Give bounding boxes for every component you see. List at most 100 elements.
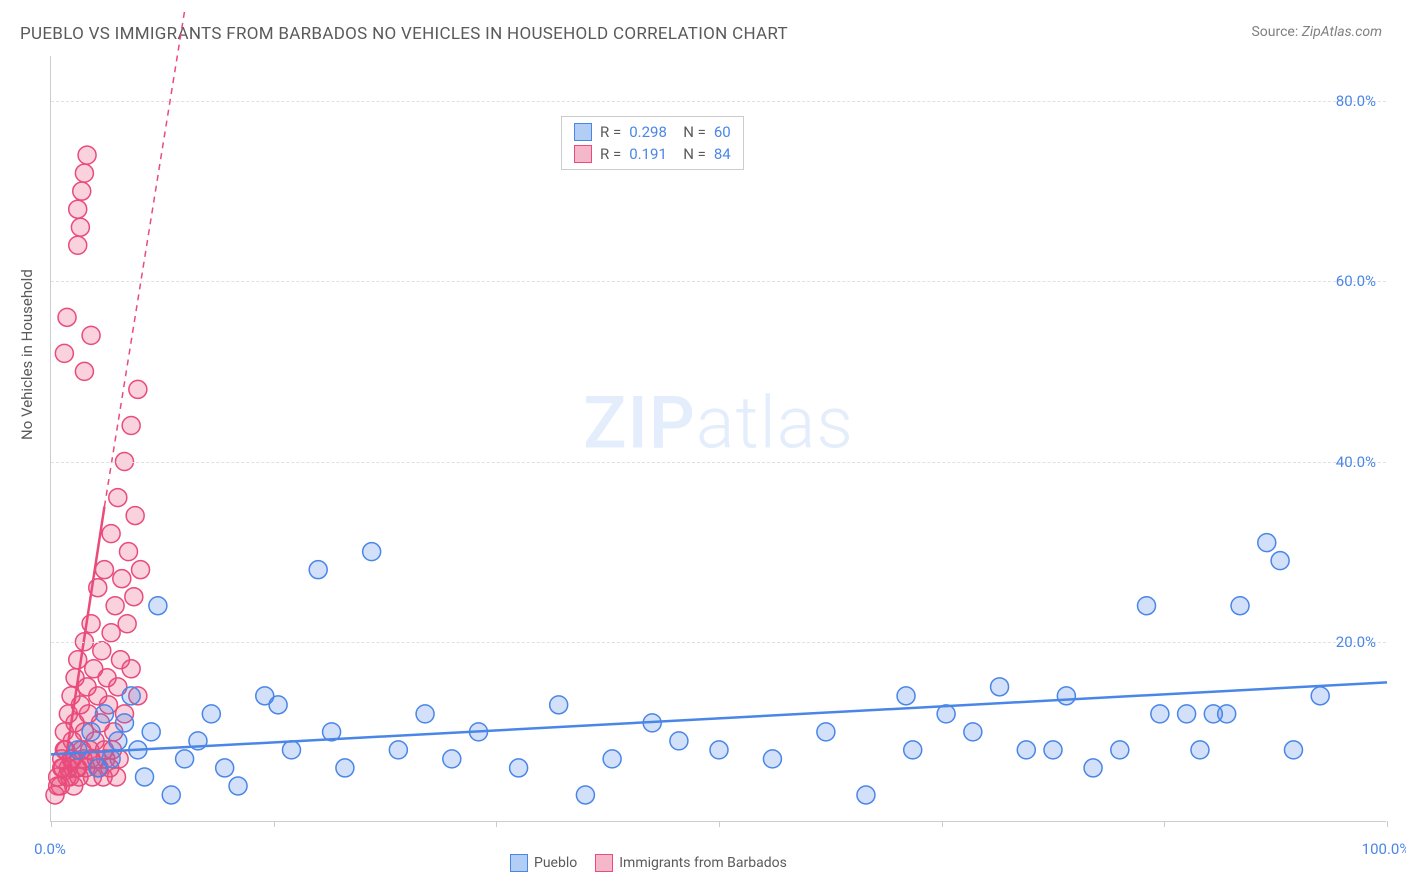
n-value-barbados: 84	[714, 145, 731, 163]
x-tick	[719, 821, 720, 827]
data-point	[550, 696, 568, 714]
x-tick	[51, 821, 52, 827]
data-point	[1191, 741, 1209, 759]
data-point	[122, 660, 140, 678]
data-point	[162, 786, 180, 804]
data-point	[82, 723, 100, 741]
y-tick-label: 60.0%	[1336, 272, 1376, 290]
trend-line-dashed	[104, 11, 184, 507]
x-tick-label: 100.0%	[1362, 840, 1406, 858]
data-point	[78, 146, 96, 164]
data-point	[670, 732, 688, 750]
data-point	[106, 597, 124, 615]
stats-row-barbados: R = 0.191 N = 84	[574, 143, 731, 165]
data-point	[176, 750, 194, 768]
r-value-barbados: 0.191	[629, 145, 675, 163]
swatch-pueblo	[574, 123, 592, 141]
data-point	[817, 723, 835, 741]
n-label: N =	[683, 145, 706, 163]
x-tick	[1164, 821, 1165, 827]
data-point	[1138, 597, 1156, 615]
chart-container: PUEBLO VS IMMIGRANTS FROM BARBADOS NO VE…	[0, 0, 1406, 892]
data-point	[125, 588, 143, 606]
data-point	[118, 615, 136, 633]
data-point	[1311, 687, 1329, 705]
data-point	[115, 714, 133, 732]
gridline	[51, 101, 1386, 102]
data-point	[1151, 705, 1169, 723]
n-label: N =	[683, 123, 706, 141]
data-point	[82, 326, 100, 344]
data-point	[282, 741, 300, 759]
data-point	[229, 777, 247, 795]
data-point	[93, 642, 111, 660]
data-point	[109, 489, 127, 507]
chart-title: PUEBLO VS IMMIGRANTS FROM BARBADOS NO VE…	[20, 24, 788, 44]
data-point	[1017, 741, 1035, 759]
data-point	[1178, 705, 1196, 723]
data-point	[75, 362, 93, 380]
data-point	[69, 741, 87, 759]
source-attribution: Source: ZipAtlas.com	[1251, 24, 1382, 40]
data-point	[102, 525, 120, 543]
data-point	[71, 218, 89, 236]
bottom-legend: Pueblo Immigrants from Barbados	[510, 854, 787, 872]
data-point	[122, 687, 140, 705]
y-tick-label: 80.0%	[1336, 92, 1376, 110]
y-tick-label: 20.0%	[1336, 633, 1376, 651]
data-point	[710, 741, 728, 759]
data-point	[73, 182, 91, 200]
data-point	[132, 561, 150, 579]
stats-row-pueblo: R = 0.298 N = 60	[574, 121, 731, 143]
data-point	[336, 759, 354, 777]
data-point	[216, 759, 234, 777]
data-point	[142, 723, 160, 741]
x-tick	[274, 821, 275, 827]
legend-swatch-pueblo	[510, 854, 528, 872]
data-point	[202, 705, 220, 723]
x-tick	[1387, 821, 1388, 827]
data-point	[309, 561, 327, 579]
data-point	[763, 750, 781, 768]
data-point	[510, 759, 528, 777]
legend-swatch-barbados	[595, 854, 613, 872]
data-point	[69, 236, 87, 254]
data-point	[95, 705, 113, 723]
data-point	[113, 570, 131, 588]
data-point	[603, 750, 621, 768]
data-point	[69, 651, 87, 669]
data-point	[119, 543, 137, 561]
data-point	[363, 543, 381, 561]
data-point	[897, 687, 915, 705]
data-point	[1044, 741, 1062, 759]
r-label: R =	[600, 145, 621, 163]
data-point	[904, 741, 922, 759]
x-tick	[942, 821, 943, 827]
data-point	[149, 597, 167, 615]
data-point	[1057, 687, 1075, 705]
data-point	[389, 741, 407, 759]
data-point	[58, 308, 76, 326]
r-label: R =	[600, 123, 621, 141]
legend-item-pueblo: Pueblo	[510, 854, 577, 872]
legend-label-pueblo: Pueblo	[534, 855, 577, 871]
x-tick	[496, 821, 497, 827]
n-value-pueblo: 60	[714, 123, 731, 141]
data-point	[416, 705, 434, 723]
source-link[interactable]: ZipAtlas.com	[1302, 24, 1382, 40]
data-point	[857, 786, 875, 804]
data-point	[55, 344, 73, 362]
data-point	[122, 416, 140, 434]
data-point	[75, 164, 93, 182]
r-value-pueblo: 0.298	[629, 123, 675, 141]
data-point	[443, 750, 461, 768]
scatter-plot-svg	[51, 56, 1386, 821]
data-point	[95, 561, 113, 579]
gridline	[51, 642, 1386, 643]
data-point	[102, 624, 120, 642]
plot-area: ZIPatlas R = 0.298 N = 60 R = 0.191 N = …	[50, 56, 1386, 822]
data-point	[1271, 552, 1289, 570]
data-point	[1111, 741, 1129, 759]
data-point	[129, 380, 147, 398]
legend-item-barbados: Immigrants from Barbados	[595, 854, 787, 872]
